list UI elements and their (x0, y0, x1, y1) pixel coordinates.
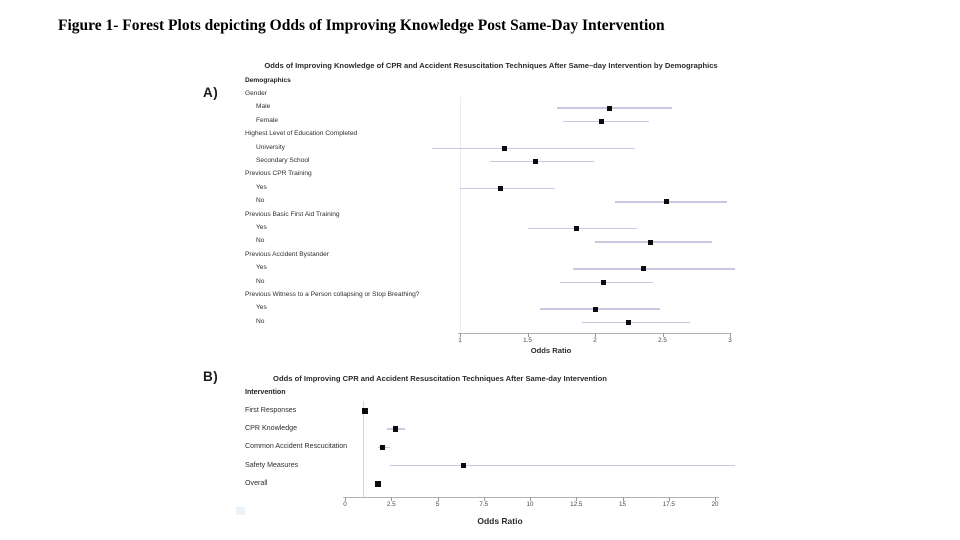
x-tick (715, 497, 716, 501)
row-label-demographics: Demographics (245, 76, 291, 84)
x-tick (437, 497, 439, 501)
point-marker (641, 266, 647, 272)
x-tick-label: 1.5 (523, 337, 532, 344)
row-label-safety-measures: Safety Measures (245, 460, 299, 469)
x-tick-label: 5 (435, 501, 440, 508)
x-tick-label: 7.5 (479, 501, 489, 508)
point-marker (533, 159, 539, 165)
ci-line (573, 268, 736, 270)
ci-line (581, 321, 690, 324)
x-tick (595, 333, 596, 337)
point-marker (626, 320, 632, 325)
row-label-previous-cpr-training: Previous CPR Training (245, 170, 312, 178)
stray-mark (236, 507, 245, 515)
ci-line (489, 160, 594, 163)
x-tick (730, 333, 731, 337)
x-tick (668, 497, 670, 501)
point-marker (664, 199, 670, 205)
point-marker (460, 462, 467, 469)
x-tick (662, 333, 664, 337)
point-marker (600, 279, 606, 285)
x-tick-label: 2 (593, 337, 597, 344)
row-label-yes: Yes (256, 264, 267, 272)
row-label-no: No (256, 197, 265, 205)
x-axis-a (458, 333, 731, 334)
ci-line (390, 464, 736, 467)
row-label-previous-accident-bystander: Previous Accident Bystander (245, 250, 329, 258)
ci-line (557, 107, 672, 109)
point-marker (498, 186, 503, 191)
x-tick-label: 20 (711, 501, 719, 508)
row-label-female: Female (256, 116, 278, 124)
point-marker (573, 226, 579, 232)
point-marker (607, 105, 613, 111)
x-tick-label: 3 (728, 337, 732, 344)
ci-line (460, 187, 555, 190)
x-axis-b (343, 497, 719, 498)
plot-title-a: Odds of Improving Knowledge of CPR and A… (264, 61, 718, 70)
x-tick-label: 2.5 (386, 501, 396, 508)
ci-line (431, 147, 636, 150)
x-tick-label: 15 (618, 501, 627, 508)
point-marker (362, 408, 368, 414)
row-label-yes: Yes (256, 183, 267, 191)
x-tick (527, 333, 529, 337)
figure-caption: Figure 1- Forest Plots depicting Odds of… (58, 17, 665, 34)
x-tick (391, 497, 393, 501)
x-tick (460, 333, 461, 337)
ci-line (595, 241, 713, 243)
row-label-cpr-knowledge: CPR Knowledge (245, 424, 298, 433)
row-label-previous-basic-first-aid-training: Previous Basic First Aid Training (245, 210, 340, 218)
x-tick-label: 1 (458, 337, 462, 344)
row-label-no: No (256, 237, 265, 245)
row-label-male: Male (256, 103, 271, 111)
x-tick (345, 497, 346, 501)
row-label-first-responses: First Responses (245, 405, 297, 414)
x-tick (576, 497, 578, 501)
x-axis-label-b: Odds Ratio (477, 516, 523, 526)
row-label-secondary-school: Secondary School (256, 157, 310, 165)
ci-line (562, 120, 649, 123)
point-marker (647, 239, 653, 245)
row-label-yes: Yes (256, 224, 267, 232)
row-label-overall: Overall (245, 479, 268, 488)
x-tick-label: 2.5 (658, 337, 667, 344)
x-axis-label-a: Odds Ratio (530, 346, 572, 355)
ci-line (615, 201, 728, 203)
x-tick-label: 17.5 (662, 501, 675, 508)
row-label-highest-level-of-education-completed: Highest Level of Education Completed (245, 130, 358, 138)
ci-line (527, 227, 637, 230)
ci-line (559, 281, 654, 284)
point-marker (379, 444, 386, 451)
row-label-previous-witness-to-a-person-collapsing-or-stop-breathing: Previous Witness to a Person collapsing … (245, 291, 420, 299)
point-marker (599, 119, 605, 124)
row-label-intervention: Intervention (245, 387, 286, 396)
plot-title-b: Odds of Improving CPR and Accident Resus… (273, 374, 607, 383)
row-label-yes: Yes (256, 304, 267, 312)
row-label-university: University (256, 143, 285, 151)
row-label-no: No (256, 317, 265, 325)
reference-line-a (460, 97, 461, 333)
point-marker (592, 306, 598, 312)
x-tick (530, 497, 531, 501)
row-label-no: No (256, 277, 265, 285)
x-tick (622, 497, 624, 501)
ci-line (539, 308, 660, 310)
row-label-gender: Gender (245, 90, 267, 98)
point-marker (502, 145, 508, 151)
x-tick-label: 0 (343, 501, 347, 508)
x-tick (483, 497, 485, 501)
panel-label-a: A) (203, 85, 219, 100)
row-label-common-accident-rescucitation: Common Accident Rescucitation (245, 442, 348, 451)
x-tick-label: 10 (526, 501, 534, 508)
reference-line-b (363, 401, 364, 497)
point-marker (392, 426, 399, 432)
point-marker (375, 481, 381, 487)
x-tick-label: 12.5 (570, 501, 583, 508)
panel-label-b: B) (203, 369, 219, 384)
